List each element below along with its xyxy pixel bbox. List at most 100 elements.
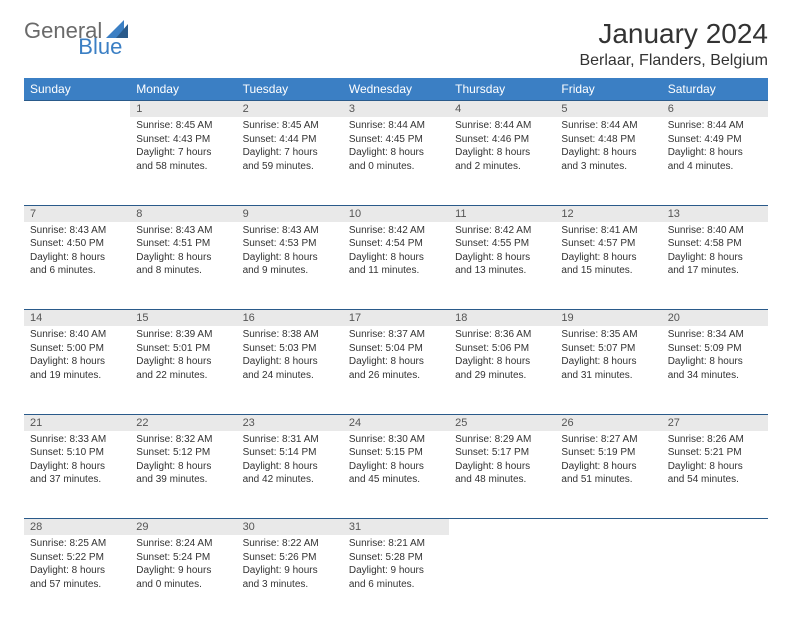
day-content-cell: Sunrise: 8:36 AMSunset: 5:06 PMDaylight:… bbox=[449, 326, 555, 414]
daylight-text: and 57 minutes. bbox=[30, 578, 124, 592]
day-number-cell: 6 bbox=[662, 101, 768, 118]
sunset-text: Sunset: 5:01 PM bbox=[136, 342, 230, 356]
day-header: Thursday bbox=[449, 78, 555, 101]
sunset-text: Sunset: 5:14 PM bbox=[243, 446, 337, 460]
daylight-text: Daylight: 8 hours bbox=[136, 251, 230, 265]
sunrise-text: Sunrise: 8:37 AM bbox=[349, 328, 443, 342]
day-number-cell: 11 bbox=[449, 205, 555, 222]
day-number-cell bbox=[24, 101, 130, 118]
sunrise-text: Sunrise: 8:42 AM bbox=[349, 224, 443, 238]
week-content-row: Sunrise: 8:43 AMSunset: 4:50 PMDaylight:… bbox=[24, 222, 768, 310]
day-content-cell: Sunrise: 8:43 AMSunset: 4:53 PMDaylight:… bbox=[237, 222, 343, 310]
sunrise-text: Sunrise: 8:45 AM bbox=[136, 119, 230, 133]
logo: General Blue bbox=[24, 18, 174, 44]
sunrise-text: Sunrise: 8:38 AM bbox=[243, 328, 337, 342]
sunset-text: Sunset: 4:46 PM bbox=[455, 133, 549, 147]
location-text: Berlaar, Flanders, Belgium bbox=[579, 52, 768, 70]
sunset-text: Sunset: 5:24 PM bbox=[136, 551, 230, 565]
sunrise-text: Sunrise: 8:44 AM bbox=[349, 119, 443, 133]
sunset-text: Sunset: 4:45 PM bbox=[349, 133, 443, 147]
day-header: Monday bbox=[130, 78, 236, 101]
sunrise-text: Sunrise: 8:35 AM bbox=[561, 328, 655, 342]
daylight-text: and 3 minutes. bbox=[561, 160, 655, 174]
day-number-cell: 15 bbox=[130, 310, 236, 327]
day-content-cell bbox=[449, 535, 555, 623]
day-number-cell: 22 bbox=[130, 414, 236, 431]
daylight-text: Daylight: 8 hours bbox=[668, 251, 762, 265]
daylight-text: Daylight: 8 hours bbox=[668, 146, 762, 160]
week-number-row: 78910111213 bbox=[24, 205, 768, 222]
daylight-text: Daylight: 8 hours bbox=[455, 355, 549, 369]
sunset-text: Sunset: 4:48 PM bbox=[561, 133, 655, 147]
sunset-text: Sunset: 4:54 PM bbox=[349, 237, 443, 251]
sunset-text: Sunset: 5:26 PM bbox=[243, 551, 337, 565]
day-content-cell: Sunrise: 8:43 AMSunset: 4:50 PMDaylight:… bbox=[24, 222, 130, 310]
day-content-cell: Sunrise: 8:32 AMSunset: 5:12 PMDaylight:… bbox=[130, 431, 236, 519]
day-number-cell: 17 bbox=[343, 310, 449, 327]
daylight-text: and 31 minutes. bbox=[561, 369, 655, 383]
sunrise-text: Sunrise: 8:21 AM bbox=[349, 537, 443, 551]
daylight-text: Daylight: 8 hours bbox=[561, 355, 655, 369]
sunrise-text: Sunrise: 8:30 AM bbox=[349, 433, 443, 447]
week-number-row: 21222324252627 bbox=[24, 414, 768, 431]
sunrise-text: Sunrise: 8:40 AM bbox=[668, 224, 762, 238]
day-content-cell: Sunrise: 8:44 AMSunset: 4:45 PMDaylight:… bbox=[343, 117, 449, 205]
daylight-text: and 19 minutes. bbox=[30, 369, 124, 383]
day-content-cell: Sunrise: 8:44 AMSunset: 4:49 PMDaylight:… bbox=[662, 117, 768, 205]
sunset-text: Sunset: 4:51 PM bbox=[136, 237, 230, 251]
day-content-cell: Sunrise: 8:43 AMSunset: 4:51 PMDaylight:… bbox=[130, 222, 236, 310]
day-content-cell bbox=[555, 535, 661, 623]
sunrise-text: Sunrise: 8:45 AM bbox=[243, 119, 337, 133]
day-content-cell: Sunrise: 8:41 AMSunset: 4:57 PMDaylight:… bbox=[555, 222, 661, 310]
title-block: January 2024 Berlaar, Flanders, Belgium bbox=[579, 18, 768, 70]
daylight-text: Daylight: 9 hours bbox=[349, 564, 443, 578]
sunset-text: Sunset: 5:07 PM bbox=[561, 342, 655, 356]
day-number-cell: 1 bbox=[130, 101, 236, 118]
daylight-text: and 51 minutes. bbox=[561, 473, 655, 487]
sunset-text: Sunset: 4:55 PM bbox=[455, 237, 549, 251]
day-content-cell: Sunrise: 8:29 AMSunset: 5:17 PMDaylight:… bbox=[449, 431, 555, 519]
day-content-cell: Sunrise: 8:42 AMSunset: 4:55 PMDaylight:… bbox=[449, 222, 555, 310]
daylight-text: Daylight: 8 hours bbox=[30, 251, 124, 265]
day-number-cell: 9 bbox=[237, 205, 343, 222]
day-number-cell: 23 bbox=[237, 414, 343, 431]
week-content-row: Sunrise: 8:40 AMSunset: 5:00 PMDaylight:… bbox=[24, 326, 768, 414]
day-number-cell: 12 bbox=[555, 205, 661, 222]
daylight-text: Daylight: 8 hours bbox=[349, 251, 443, 265]
daylight-text: and 2 minutes. bbox=[455, 160, 549, 174]
sunrise-text: Sunrise: 8:43 AM bbox=[30, 224, 124, 238]
sunrise-text: Sunrise: 8:36 AM bbox=[455, 328, 549, 342]
week-content-row: Sunrise: 8:25 AMSunset: 5:22 PMDaylight:… bbox=[24, 535, 768, 623]
week-number-row: 14151617181920 bbox=[24, 310, 768, 327]
day-number-cell: 30 bbox=[237, 519, 343, 536]
daylight-text: Daylight: 9 hours bbox=[243, 564, 337, 578]
daylight-text: and 11 minutes. bbox=[349, 264, 443, 278]
day-content-cell: Sunrise: 8:27 AMSunset: 5:19 PMDaylight:… bbox=[555, 431, 661, 519]
daylight-text: Daylight: 9 hours bbox=[136, 564, 230, 578]
day-content-cell: Sunrise: 8:35 AMSunset: 5:07 PMDaylight:… bbox=[555, 326, 661, 414]
daylight-text: Daylight: 8 hours bbox=[243, 251, 337, 265]
sunrise-text: Sunrise: 8:31 AM bbox=[243, 433, 337, 447]
sunset-text: Sunset: 5:04 PM bbox=[349, 342, 443, 356]
day-number-cell: 10 bbox=[343, 205, 449, 222]
daylight-text: Daylight: 8 hours bbox=[668, 460, 762, 474]
daylight-text: and 15 minutes. bbox=[561, 264, 655, 278]
week-content-row: Sunrise: 8:33 AMSunset: 5:10 PMDaylight:… bbox=[24, 431, 768, 519]
sunset-text: Sunset: 5:00 PM bbox=[30, 342, 124, 356]
day-content-cell: Sunrise: 8:38 AMSunset: 5:03 PMDaylight:… bbox=[237, 326, 343, 414]
day-content-cell: Sunrise: 8:40 AMSunset: 5:00 PMDaylight:… bbox=[24, 326, 130, 414]
daylight-text: and 17 minutes. bbox=[668, 264, 762, 278]
daylight-text: and 0 minutes. bbox=[349, 160, 443, 174]
sunrise-text: Sunrise: 8:43 AM bbox=[136, 224, 230, 238]
day-number-cell: 25 bbox=[449, 414, 555, 431]
day-number-cell: 3 bbox=[343, 101, 449, 118]
sunrise-text: Sunrise: 8:44 AM bbox=[455, 119, 549, 133]
daylight-text: Daylight: 8 hours bbox=[561, 146, 655, 160]
day-content-cell: Sunrise: 8:26 AMSunset: 5:21 PMDaylight:… bbox=[662, 431, 768, 519]
day-number-cell: 27 bbox=[662, 414, 768, 431]
daylight-text: and 26 minutes. bbox=[349, 369, 443, 383]
sunrise-text: Sunrise: 8:29 AM bbox=[455, 433, 549, 447]
daylight-text: and 24 minutes. bbox=[243, 369, 337, 383]
day-header: Saturday bbox=[662, 78, 768, 101]
day-number-cell: 31 bbox=[343, 519, 449, 536]
